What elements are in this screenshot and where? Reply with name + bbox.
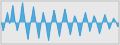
- line: [1, 3, 119, 41]
- area: [1, 3, 119, 41]
- plot: [1, 1, 119, 44]
- marks: [1, 3, 119, 41]
- chart: [0, 0, 120, 45]
- plot-frame: [1, 1, 119, 44]
